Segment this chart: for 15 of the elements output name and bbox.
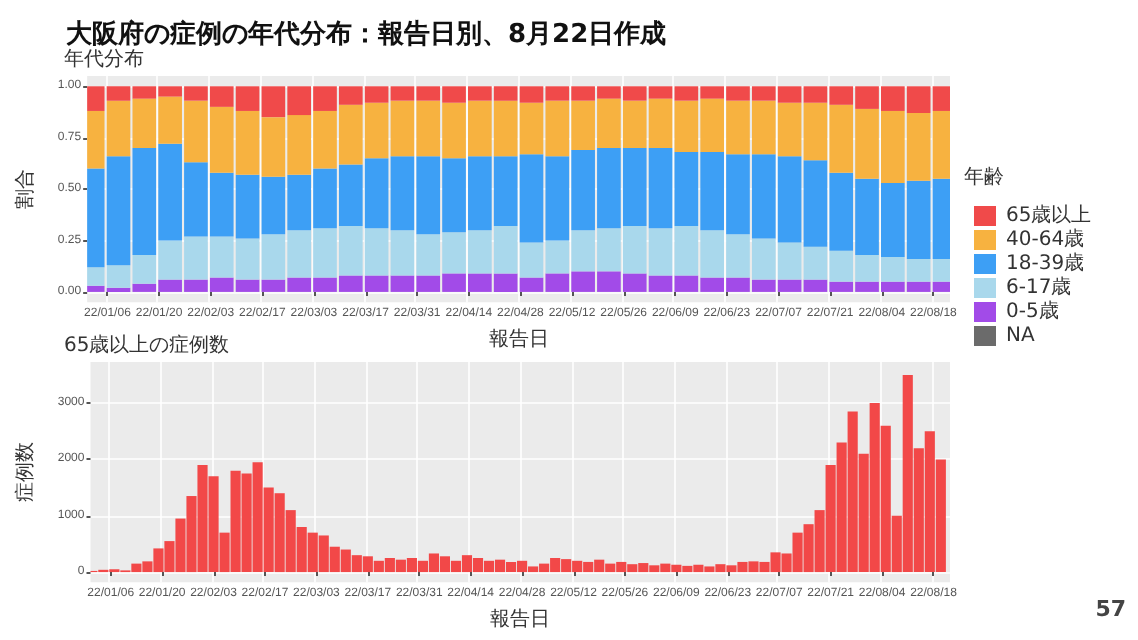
legend-title: 年齢 [964, 165, 1004, 189]
legend-label: 65歳以上 [1006, 203, 1092, 227]
y-axis-title: 症例数 [13, 442, 37, 503]
chart-subtitle: 年代分布 [64, 47, 144, 71]
chart-subtitle: 65歳以上の症例数 [64, 333, 230, 357]
x-axis-title: 報告日 [488, 327, 549, 351]
y-axis-title: 割合 [13, 169, 37, 210]
legend-label: 40-64歳 [1006, 227, 1085, 251]
chart-title: 大阪府の症例の年代分布：報告日別、8月22日作成 [66, 18, 667, 50]
legend-label: 0-5歳 [1006, 299, 1059, 323]
x-axis-title: 報告日 [490, 607, 551, 631]
legend-label: NA [1006, 325, 1035, 347]
text: 57 [1095, 596, 1127, 622]
legend-label: 18-39歳 [1006, 251, 1085, 275]
legend-label: 6-17歳 [1006, 275, 1072, 299]
